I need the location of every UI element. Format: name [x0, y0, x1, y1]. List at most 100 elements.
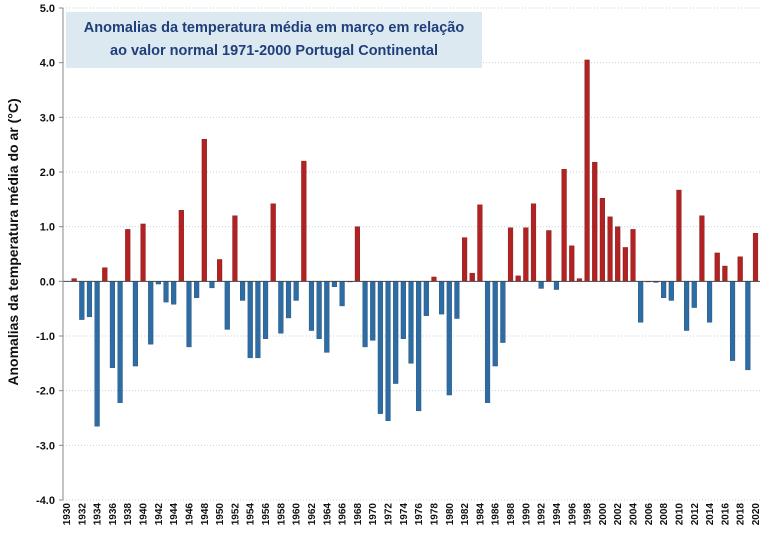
- x-tick-label: 1970: [368, 503, 379, 526]
- bar-1936: [109, 281, 116, 368]
- bar-1981: [454, 281, 460, 319]
- x-tick-label: 1938: [123, 503, 134, 526]
- bar-1972: [385, 281, 391, 421]
- bar-1982: [462, 237, 468, 282]
- chart-title-line-1: Anomalias da temperatura média em março …: [83, 20, 465, 36]
- x-tick-label: 1984: [475, 503, 486, 526]
- y-tick-label: 1.0: [40, 222, 55, 234]
- bar-1979: [439, 281, 445, 315]
- bar-1973: [393, 281, 399, 384]
- bar-2002: [615, 226, 621, 282]
- bar-1974: [400, 281, 406, 339]
- bar-1941: [148, 281, 154, 345]
- bar-1980: [446, 281, 452, 396]
- bar-1959: [285, 281, 292, 319]
- bar-1956: [262, 281, 269, 339]
- x-tick-label: 1962: [307, 503, 318, 526]
- x-tick-label: 1934: [93, 503, 104, 526]
- bar-2009: [668, 281, 674, 301]
- bar-1962: [308, 281, 315, 331]
- y-tick-label: 3.0: [40, 112, 55, 124]
- x-tick-label: 1950: [215, 503, 226, 526]
- x-tick-label: 1980: [445, 503, 456, 526]
- x-tick-label: 1960: [292, 503, 303, 526]
- bar-1969: [362, 281, 368, 348]
- y-tick-label: -3.0: [36, 440, 55, 452]
- bar-1999: [592, 161, 598, 282]
- bar-1946: [186, 281, 192, 348]
- bar-1975: [408, 281, 414, 364]
- bar-1991: [530, 203, 537, 282]
- bar-1939: [132, 281, 138, 367]
- bar-2015: [714, 252, 720, 282]
- bar-1958: [278, 281, 284, 334]
- bar-1937: [117, 281, 123, 403]
- y-tick-label: 2.0: [40, 167, 55, 179]
- x-tick-label: 1954: [246, 503, 257, 526]
- bar-1961: [301, 160, 307, 282]
- bar-2000: [599, 198, 605, 282]
- bar-1966: [339, 281, 345, 307]
- x-tick-label: 1930: [62, 503, 73, 526]
- bar-1932: [79, 281, 85, 320]
- bar-1949: [209, 281, 215, 289]
- bar-2014: [706, 281, 713, 323]
- bar-1943: [163, 281, 169, 303]
- y-axis-label: Anomalias da temperatura média do ar (°C…: [5, 98, 21, 385]
- bar-1983: [469, 272, 475, 282]
- y-tick-label: 5.0: [40, 3, 55, 15]
- x-tick-label: 1968: [353, 503, 364, 526]
- bar-2004: [630, 229, 636, 282]
- y-tick-label: -1.0: [36, 331, 55, 343]
- bar-1978: [431, 276, 437, 282]
- bar-1968: [354, 226, 360, 282]
- x-tick-label: 2018: [736, 503, 747, 526]
- bar-2003: [622, 247, 628, 282]
- bar-1988: [507, 227, 514, 282]
- x-tick-label: 1942: [154, 503, 165, 526]
- bar-1953: [239, 281, 246, 301]
- x-tick-label: 1956: [261, 503, 272, 526]
- x-tick-label: 2008: [659, 503, 670, 526]
- x-tick-label: 1940: [139, 503, 150, 526]
- bar-1971: [377, 281, 383, 414]
- bar-1940: [140, 223, 146, 282]
- bar-2008: [661, 281, 667, 298]
- bar-1970: [370, 281, 376, 341]
- x-tick-label: 1972: [384, 503, 395, 526]
- bar-1965: [331, 281, 338, 287]
- bar-2017: [729, 281, 736, 361]
- x-tick-label: 1948: [200, 503, 211, 526]
- bar-2013: [699, 215, 705, 282]
- x-tick-label: 1958: [276, 503, 287, 526]
- bar-1977: [423, 281, 429, 316]
- bar-1986: [492, 281, 498, 367]
- y-tick-label: 4.0: [40, 58, 55, 70]
- bar-2019: [745, 281, 751, 371]
- bar-1960: [293, 281, 299, 301]
- bar-1957: [270, 203, 276, 282]
- y-tick-label: -4.0: [36, 495, 55, 507]
- x-tick-label: 1996: [567, 503, 578, 526]
- x-tick-label: 1982: [460, 503, 471, 526]
- bars: [71, 59, 759, 427]
- x-tick-label: 1978: [429, 503, 440, 526]
- bar-1987: [500, 281, 506, 343]
- x-tick-label: 2004: [629, 503, 640, 526]
- bar-2010: [676, 189, 682, 282]
- bar-1944: [171, 281, 177, 305]
- bar-2012: [691, 281, 697, 308]
- bar-1952: [232, 215, 238, 282]
- bar-1992: [538, 281, 544, 289]
- x-tick-label: 1944: [169, 503, 180, 526]
- bar-2020: [752, 233, 759, 282]
- bar-2016: [722, 265, 728, 282]
- bar-1976: [416, 281, 422, 412]
- bar-2005: [638, 281, 644, 323]
- gridlines: [63, 7, 760, 501]
- bar-1951: [224, 281, 230, 330]
- bar-1996: [569, 245, 575, 282]
- x-tick-label: 2000: [598, 503, 609, 526]
- x-tick-label: 2014: [705, 503, 716, 526]
